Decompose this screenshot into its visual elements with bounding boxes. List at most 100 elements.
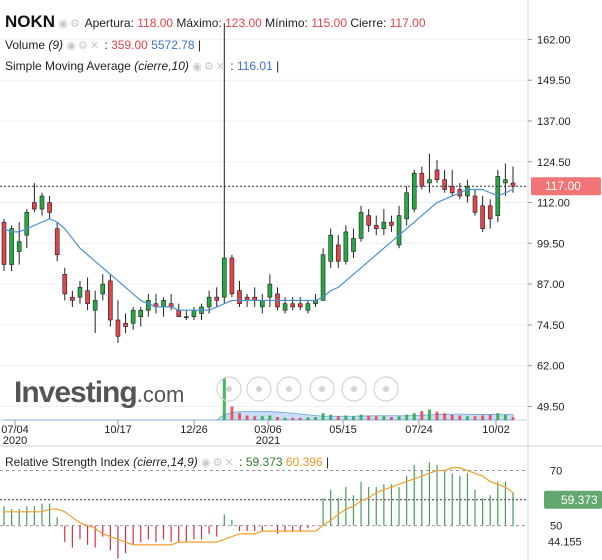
candle-body — [480, 205, 485, 229]
volume-bar — [458, 415, 462, 420]
y-tick-label: 149.50 — [537, 75, 571, 87]
last-price-label: 117.00 — [545, 179, 581, 193]
volume-bar — [313, 416, 317, 420]
volume-bar — [321, 413, 325, 420]
candle-body — [115, 319, 121, 337]
volume-bar — [382, 416, 386, 420]
eye-icon[interactable]: ◉ — [201, 457, 213, 469]
volume-bar — [473, 416, 477, 420]
candle-body — [9, 228, 14, 265]
y-tick-label: 124.50 — [537, 157, 571, 169]
volume-bar — [306, 417, 310, 420]
volume-bar — [230, 406, 234, 420]
candle-body — [47, 202, 52, 213]
candle-body — [77, 287, 83, 298]
volume-bar — [351, 416, 355, 420]
volume-bar — [374, 416, 378, 420]
candle-body — [176, 309, 182, 318]
volume-bar — [298, 417, 302, 420]
x-tick-label: 05/15 — [329, 424, 357, 436]
candle-body — [487, 205, 493, 220]
x-tick-label: 07/04 — [1, 424, 29, 436]
volume-bar — [260, 416, 264, 420]
volume-bar — [435, 411, 439, 420]
candle-body — [343, 231, 349, 262]
rsi-label: Relative Strength Index — [5, 455, 130, 469]
volume-bar — [222, 378, 226, 420]
volume-area — [4, 411, 514, 421]
y-tick-label: 49.50 — [537, 401, 565, 413]
candle-body — [206, 296, 212, 308]
x-tick-label: 03/06 — [254, 424, 282, 436]
volume-bar — [253, 416, 257, 420]
volume-bar — [238, 413, 242, 420]
candle-body — [1, 221, 7, 265]
volume-bar — [268, 415, 272, 420]
logo-name: Investing — [14, 376, 138, 409]
candle-body — [100, 283, 106, 295]
eye-icon[interactable]: ◉ — [58, 18, 71, 30]
rsi-value-2: 60.396 — [285, 455, 323, 469]
close-value: 117.00 — [389, 16, 426, 30]
candle-body — [381, 221, 387, 229]
y-tick-label: 87.00 — [537, 279, 565, 291]
y-tick-label: 137.00 — [537, 116, 571, 128]
volume-bar — [275, 416, 279, 420]
rsi-param: (cierre,14,9) — [133, 455, 198, 469]
volume-bar — [344, 415, 348, 420]
crosshair-icon[interactable] — [246, 376, 272, 402]
candle-body — [146, 300, 151, 311]
candle-body — [442, 179, 447, 190]
candle-body — [54, 228, 60, 256]
low-label: Mínimo: — [265, 16, 308, 30]
volume-value-2: 5572.78 — [151, 38, 195, 52]
high-label: Máximo: — [176, 16, 222, 30]
eye-icon[interactable]: ◉ — [66, 40, 78, 52]
gear-icon[interactable]: ⚙ — [203, 61, 216, 73]
candle-body — [335, 244, 341, 262]
candle-body — [358, 212, 364, 239]
magnet-icon[interactable] — [276, 376, 302, 402]
volume-bar — [496, 413, 500, 420]
candle-body — [24, 212, 30, 236]
gear-icon[interactable]: ⚙ — [70, 18, 82, 30]
rsi-tick-label: 70 — [550, 466, 562, 478]
close-icon[interactable]: ✕ — [89, 40, 102, 52]
open-label: Apertura: — [84, 16, 134, 30]
gear-icon[interactable]: ⚙ — [78, 40, 90, 52]
candle-body — [465, 185, 470, 197]
x-tick-label: 07/24 — [405, 424, 433, 436]
close-label: Cierre: — [350, 16, 387, 30]
last-price-tag — [531, 177, 601, 196]
open-value: 118.00 — [137, 16, 174, 30]
fib-icon[interactable] — [309, 376, 335, 402]
zoom-icon[interactable] — [216, 376, 242, 402]
candle-body — [108, 280, 113, 321]
volume-bar — [511, 417, 515, 420]
candle-body — [237, 290, 242, 304]
gear-icon[interactable]: ⚙ — [212, 457, 225, 469]
close-icon[interactable]: ✕ — [224, 457, 236, 469]
candle-body — [161, 300, 166, 308]
eye-icon[interactable]: ◉ — [192, 61, 204, 73]
volume-bar — [389, 416, 393, 420]
candle-body — [282, 303, 288, 311]
close-icon[interactable]: ✕ — [215, 61, 227, 73]
ruler-icon[interactable] — [341, 376, 367, 402]
volume-bar — [336, 416, 340, 420]
reset-icon[interactable] — [373, 376, 399, 402]
x-tick-label: 10/02 — [482, 424, 510, 436]
volume-bar — [443, 413, 447, 420]
candle-body — [351, 238, 356, 252]
x-tick-label: 12/26 — [180, 424, 208, 436]
logo-suffix: .com — [136, 382, 185, 407]
volume-bar — [412, 413, 416, 420]
sma-line — [3, 188, 514, 311]
rsi-signal-line — [4, 467, 514, 546]
candle-body — [123, 322, 128, 327]
volume-bar — [450, 414, 454, 420]
candle-body — [229, 257, 235, 295]
candle-body — [434, 169, 440, 181]
